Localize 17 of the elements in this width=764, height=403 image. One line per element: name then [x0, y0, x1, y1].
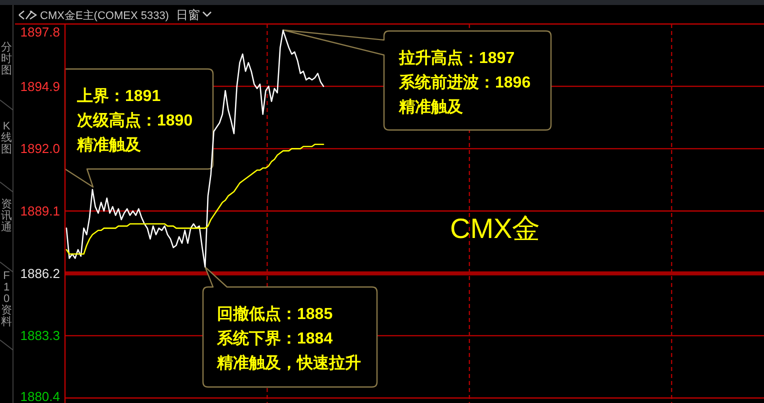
annotation: 上界：1891 次级高点：1890 精准触及	[76, 87, 193, 154]
chart-title: CMX金E主(COMEX 5333)	[40, 9, 169, 22]
y-tick-label: 1883.3	[20, 328, 60, 344]
text: F10资料	[1, 270, 12, 328]
y-tick-label: 1892.0	[20, 141, 60, 156]
text: 分时图	[1, 42, 12, 76]
y-tick-label: 1894.9	[20, 78, 60, 94]
y-tick-label: 1889.1	[20, 204, 60, 218]
y-tick-label: 1880.4	[20, 389, 60, 403]
text: K线图	[1, 120, 12, 156]
text: 资讯通	[1, 198, 12, 234]
y-tick-label: 1886.2	[20, 266, 60, 281]
annotation: 拉升高点：1897 系统前进波：1896 精准触及	[398, 48, 531, 116]
annotation: 回撤低点：1885 系统下界：1884 精准触及，快速拉升	[216, 305, 361, 372]
text: 日窗	[176, 8, 200, 22]
y-tick-label: 1897.8	[20, 24, 60, 40]
annotation: CMX金	[450, 213, 540, 244]
